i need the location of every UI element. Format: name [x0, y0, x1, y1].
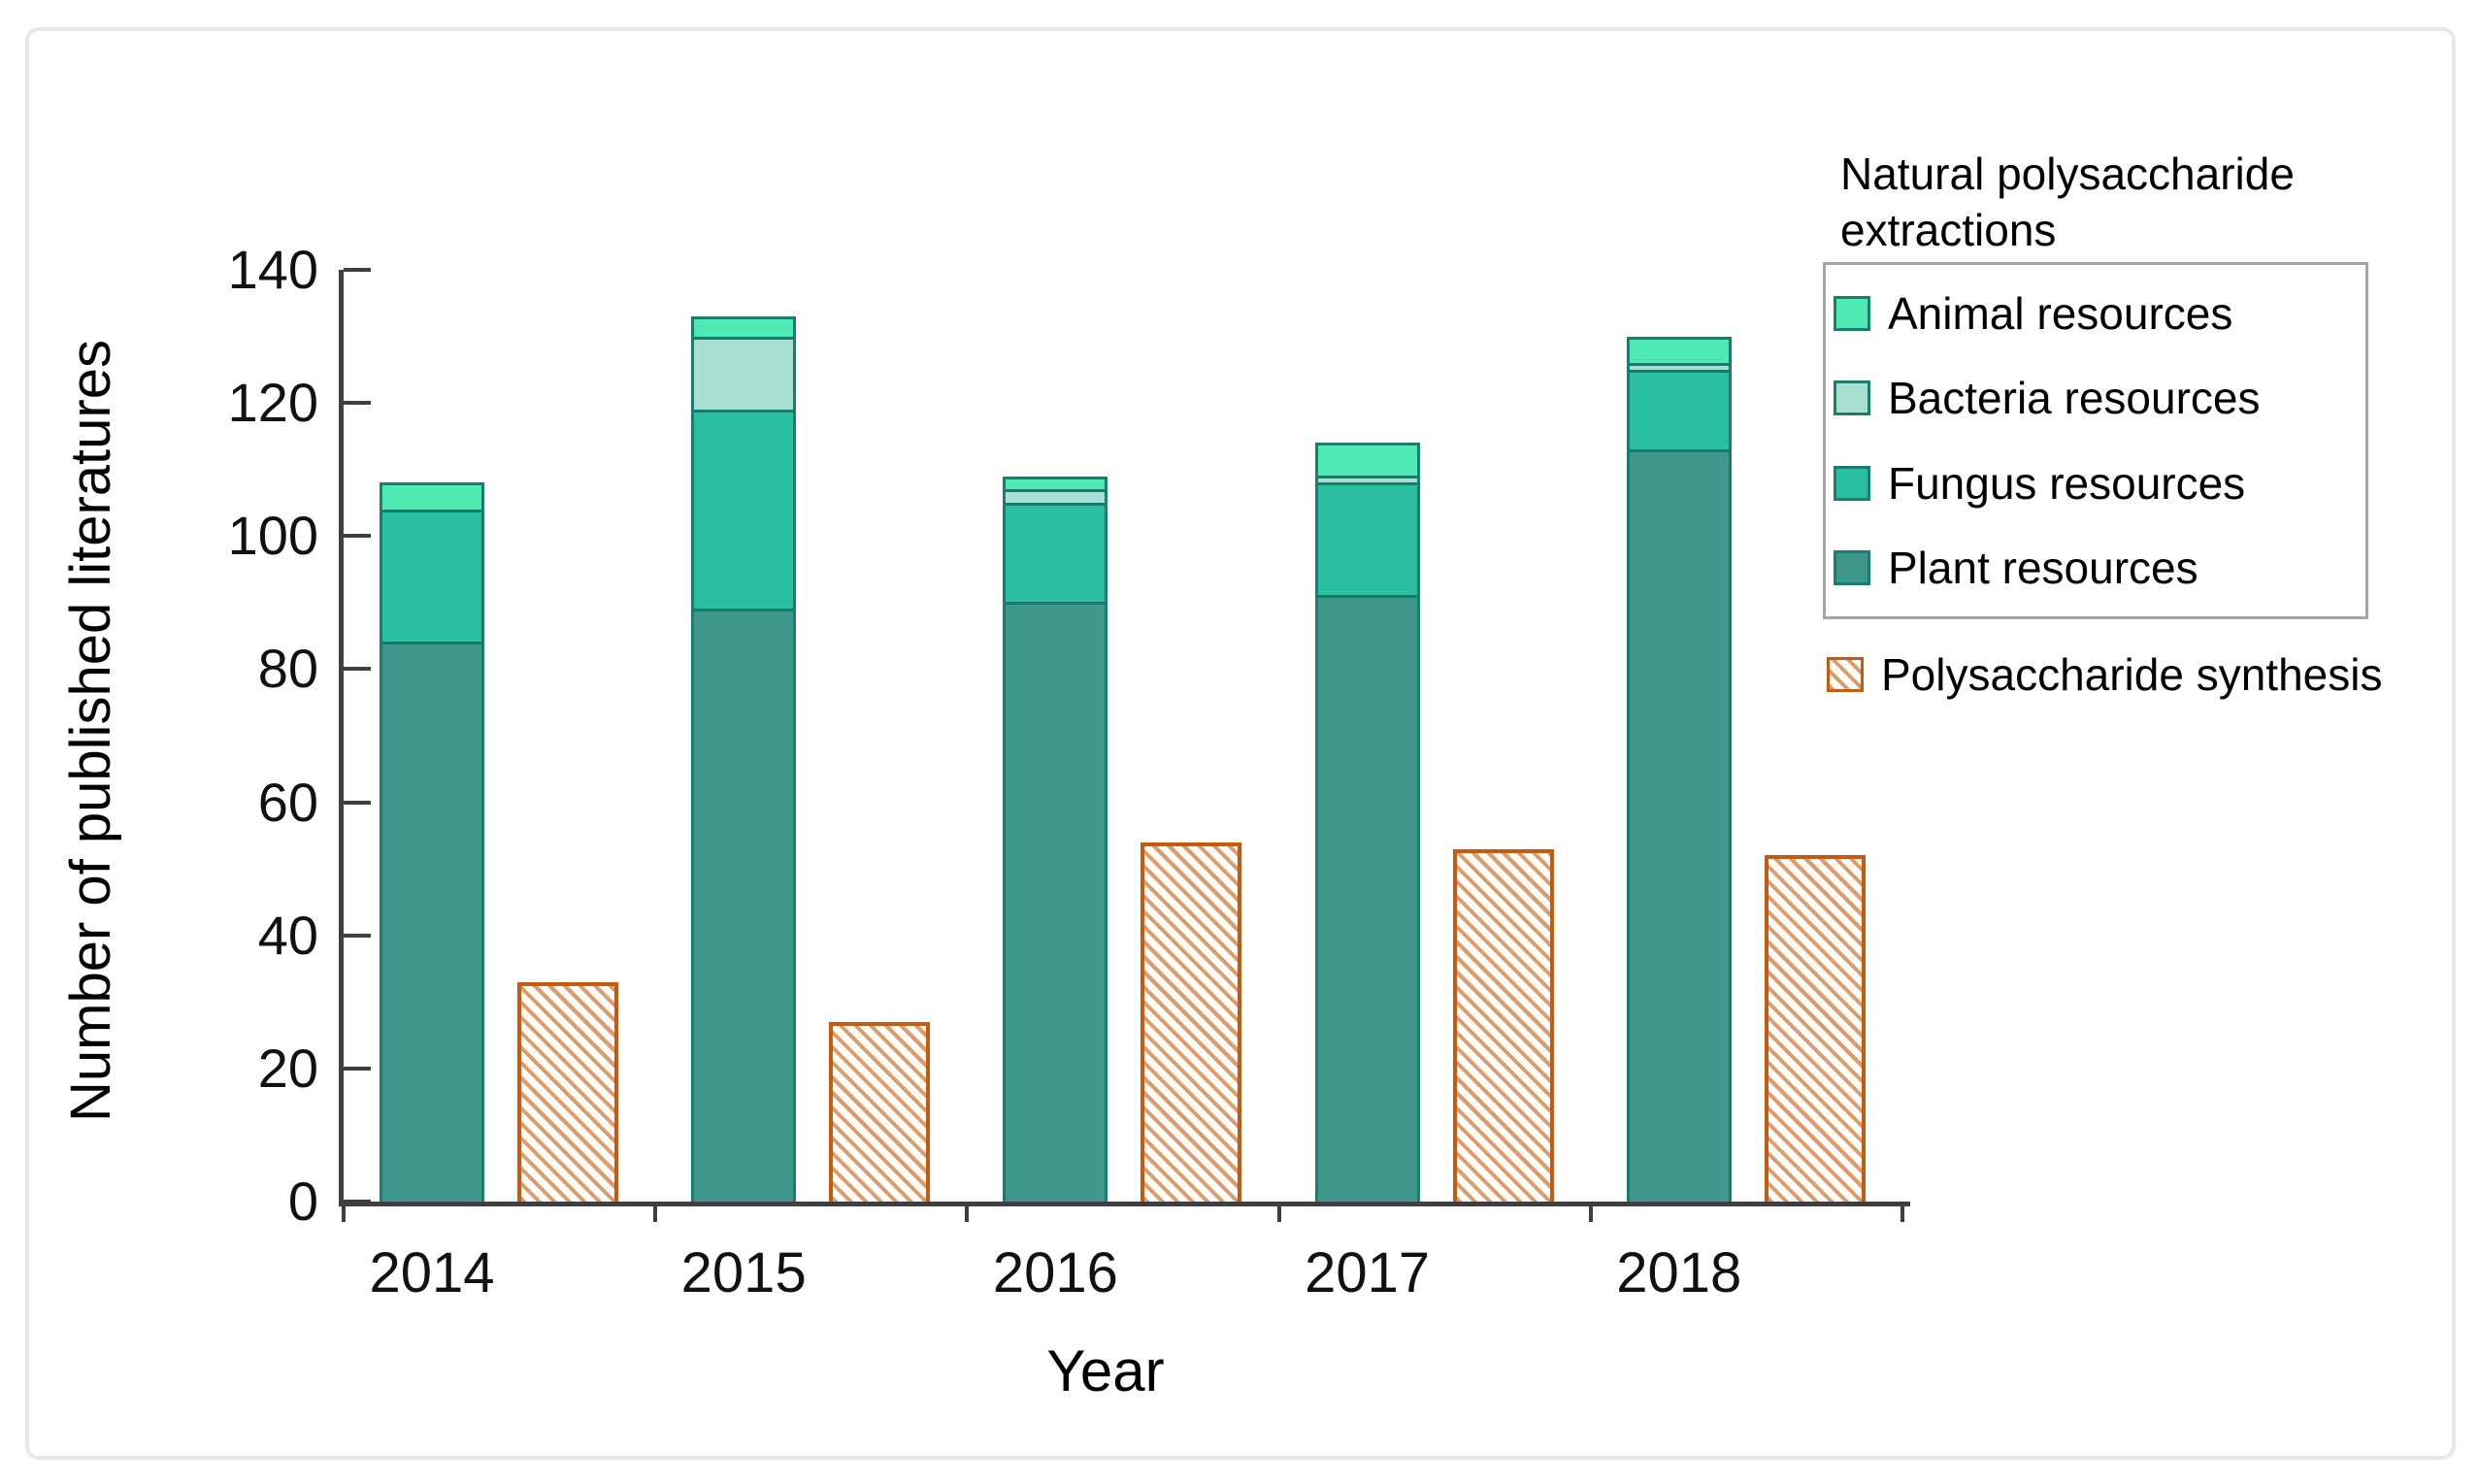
category-2018 [1591, 270, 1902, 1202]
segment-plant-2015 [694, 610, 794, 1202]
y-tick-label-60: 60 [257, 771, 318, 833]
y-tick-0 [344, 1200, 371, 1204]
category-2017 [1279, 270, 1591, 1202]
x-axis-line [339, 1202, 1910, 1206]
synthesis-bar-2017 [1452, 848, 1554, 1202]
bacteria-swatch-icon [1834, 380, 1870, 416]
legend-box: Animal resources Bacteria resources Fung… [1823, 262, 2368, 619]
y-tick-label-40: 40 [257, 904, 318, 966]
segment-animal-2015 [694, 319, 794, 340]
segment-animal-2017 [1317, 445, 1417, 479]
y-tick-label-120: 120 [227, 372, 318, 434]
y-tick-80 [344, 667, 371, 672]
segment-animal-2014 [382, 485, 481, 512]
y-tick-label-0: 0 [287, 1171, 318, 1232]
segment-bacteria-2015 [694, 339, 794, 412]
stacked-bar-2016 [1003, 476, 1108, 1202]
legend-item-animal: Animal resources [1834, 287, 2365, 340]
category-2015 [655, 270, 967, 1202]
x-tick-0 [342, 1206, 346, 1222]
segment-bacteria-2017 [1317, 478, 1417, 486]
segment-bacteria-2016 [1006, 492, 1106, 506]
y-tick-label-100: 100 [227, 505, 318, 567]
year-label-2017: 2017 [1305, 1241, 1431, 1304]
category-2014 [344, 270, 655, 1202]
segment-fungus-2017 [1317, 485, 1417, 599]
segment-plant-2018 [1629, 451, 1729, 1202]
category-2016 [967, 270, 1278, 1202]
synthesis-bar-2015 [829, 1021, 931, 1202]
segment-fungus-2014 [382, 511, 481, 645]
y-tick-60 [344, 800, 371, 805]
x-tick-3 [1276, 1206, 1281, 1222]
legend-item-label: Plant resources [1888, 543, 2198, 594]
plant-swatch-icon [1834, 550, 1870, 586]
legend-item-bacteria: Bacteria resources [1834, 372, 2365, 424]
y-tick-100 [344, 534, 371, 539]
year-label-2016: 2016 [992, 1241, 1118, 1304]
x-tick-5 [1901, 1206, 1904, 1222]
synthesis-bar-2018 [1764, 855, 1866, 1202]
segment-plant-2014 [382, 644, 481, 1202]
segment-plant-2017 [1317, 598, 1417, 1202]
fungus-swatch-icon [1834, 465, 1870, 501]
year-label-2018: 2018 [1616, 1241, 1742, 1304]
x-axis-title: Year [1046, 1338, 1165, 1403]
y-axis-title: Number of published literatures [59, 340, 122, 1122]
y-tick-label-20: 20 [257, 1037, 318, 1099]
synthesis-swatch-icon [1827, 657, 1864, 692]
segment-bacteria-2018 [1629, 365, 1729, 373]
segment-animal-2016 [1006, 478, 1106, 493]
segment-plant-2016 [1006, 605, 1106, 1202]
y-tick-140 [344, 268, 371, 272]
y-tick-120 [344, 401, 371, 406]
animal-swatch-icon [1834, 295, 1870, 331]
year-label-2015: 2015 [680, 1241, 807, 1304]
segment-fungus-2016 [1006, 505, 1106, 606]
y-tick-20 [344, 1066, 371, 1071]
y-tick-label-80: 80 [257, 638, 318, 700]
plot-area: 0 20 40 60 80 100 120 140 2014 2015 2016 2017 2018 [228, 241, 1910, 1304]
stacked-bar-2018 [1626, 336, 1732, 1202]
y-axis-line [339, 270, 344, 1202]
legend-item-fungus: Fungus resources [1834, 457, 2365, 510]
legend-item-synthesis: Polysaccharide synthesis [1827, 648, 2448, 701]
legend-item-label: Fungus resources [1888, 457, 2246, 509]
x-tick-2 [965, 1206, 970, 1222]
y-tick-label-140: 140 [227, 239, 318, 300]
segment-fungus-2015 [694, 412, 794, 611]
year-label-2014: 2014 [369, 1241, 495, 1304]
stacked-bar-2017 [1314, 443, 1420, 1202]
synthesis-bar-2014 [517, 981, 618, 1202]
segment-animal-2018 [1629, 339, 1729, 366]
legend-item-plant: Plant resources [1834, 542, 2365, 594]
stacked-bar-2015 [691, 316, 797, 1202]
legend-title: Natural polysaccharide extractions [1840, 148, 2295, 255]
legend-item-label: Polysaccharide synthesis [1881, 649, 2383, 700]
legend-item-label: Animal resources [1888, 287, 2233, 339]
x-tick-1 [653, 1206, 658, 1222]
stacked-bar-2014 [380, 482, 484, 1202]
segment-fungus-2018 [1629, 372, 1729, 452]
y-tick-40 [344, 933, 371, 938]
x-tick-4 [1588, 1206, 1593, 1222]
synthesis-bar-2016 [1140, 841, 1242, 1202]
legend-item-label: Bacteria resources [1888, 373, 2261, 424]
